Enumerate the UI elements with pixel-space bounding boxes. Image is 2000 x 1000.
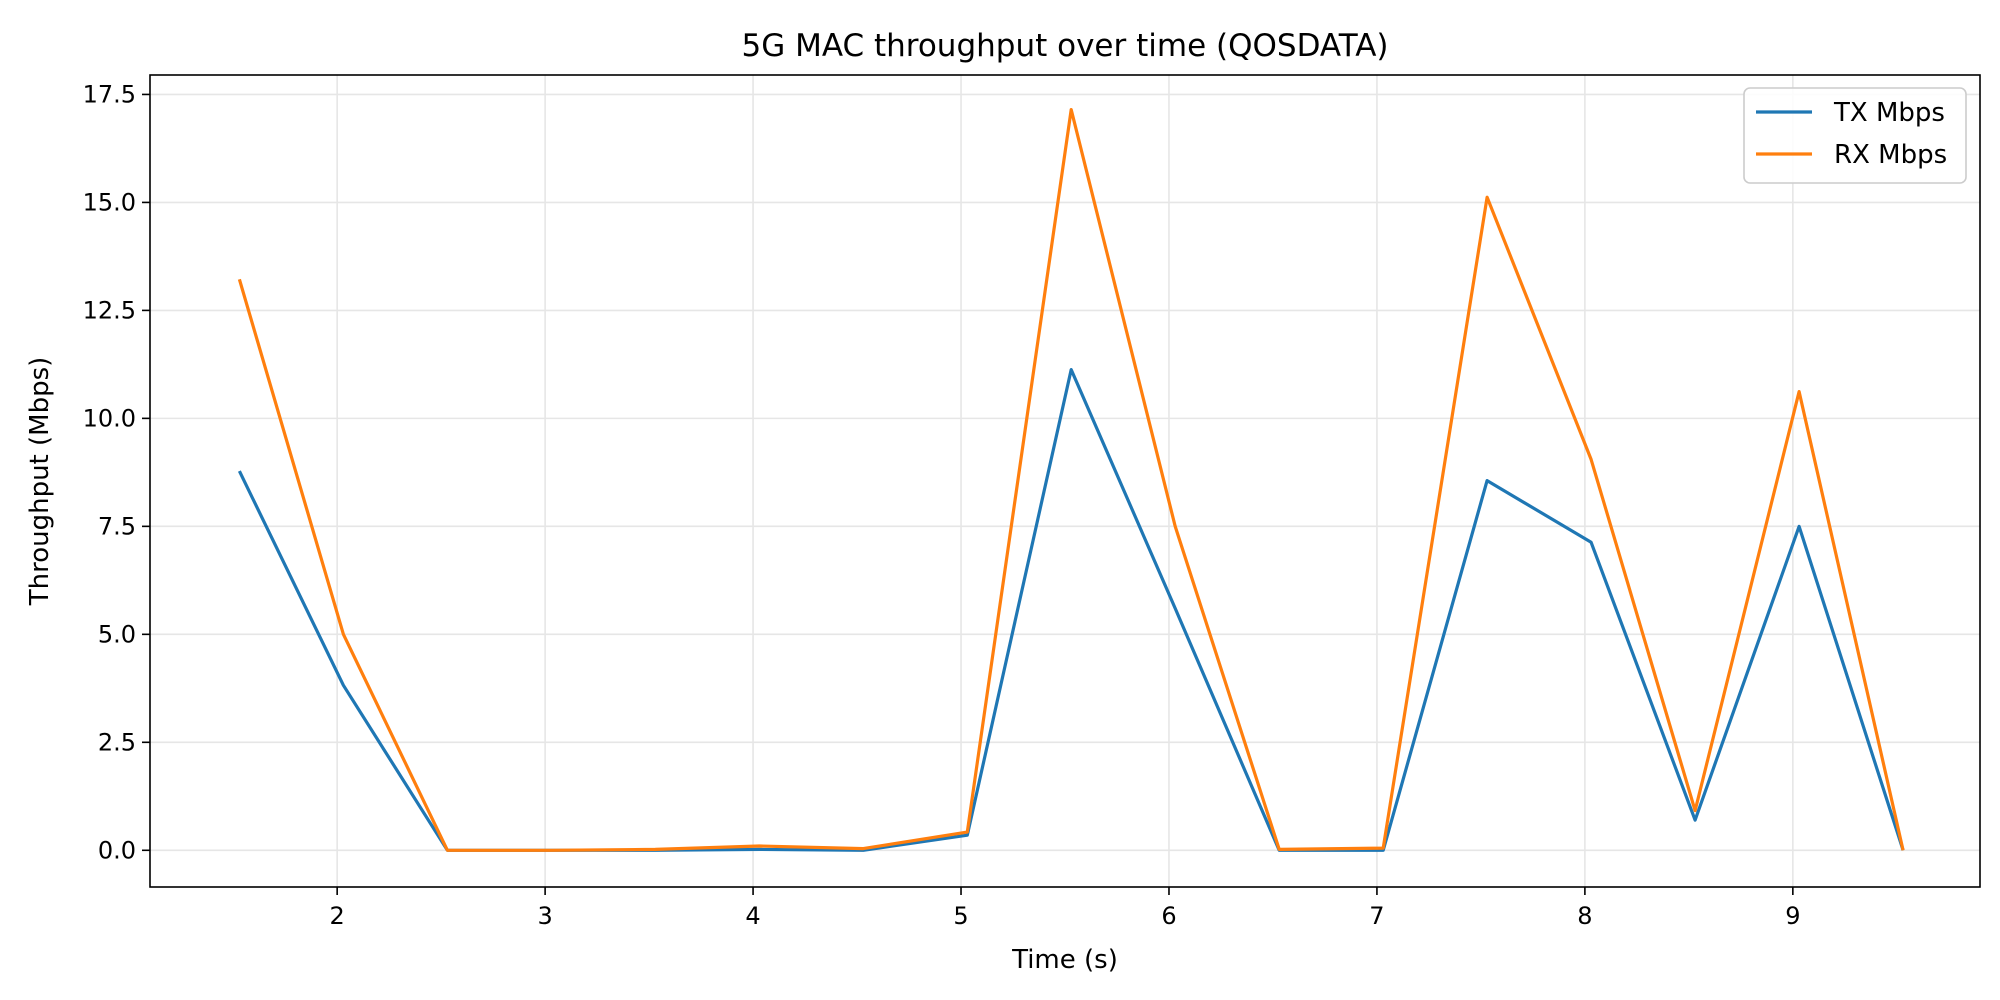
y-tick-label: 2.5 [98,728,136,756]
x-tick-label: 4 [745,902,760,930]
y-tick-label: 12.5 [83,296,136,324]
y-tick-label: 15.0 [83,188,136,216]
series-line-tx [237,368,1905,852]
y-tick-label: 5.0 [98,620,136,648]
x-tick-label: 9 [1785,902,1800,930]
x-tick-label: 6 [1161,902,1176,930]
y-tick-label: 0.0 [98,836,136,864]
x-tick-label: 2 [330,902,345,930]
legend-label-tx: TX Mbps [1833,98,1945,128]
x-tick-label: 5 [953,902,968,930]
plot-frame [149,74,1981,888]
y-tick-label: 7.5 [98,512,136,540]
x-axis-title: Time (s) [1011,945,1118,975]
series-line-rx [237,107,1905,852]
y-tick-label: 17.5 [83,80,136,108]
chart-title: 5G MAC throughput over time (QOSDATA) [741,28,1388,64]
y-axis-title: Throughput (Mbps) [25,357,55,607]
x-tick-label: 3 [537,902,552,930]
x-tick-label: 8 [1577,902,1592,930]
series-layer [237,107,1905,852]
tick-layer: 2 3 4 5 6 7 8 9 0.0 2.5 5.0 7.5 10.0 12.5 15.0 17.5 [83,80,1801,930]
y-tick-label: 10.0 [83,404,136,432]
legend-label-rx: RX Mbps [1834,140,1947,170]
x-tick-label: 7 [1369,902,1384,930]
legend: TX Mbps RX Mbps [1743,87,1967,184]
